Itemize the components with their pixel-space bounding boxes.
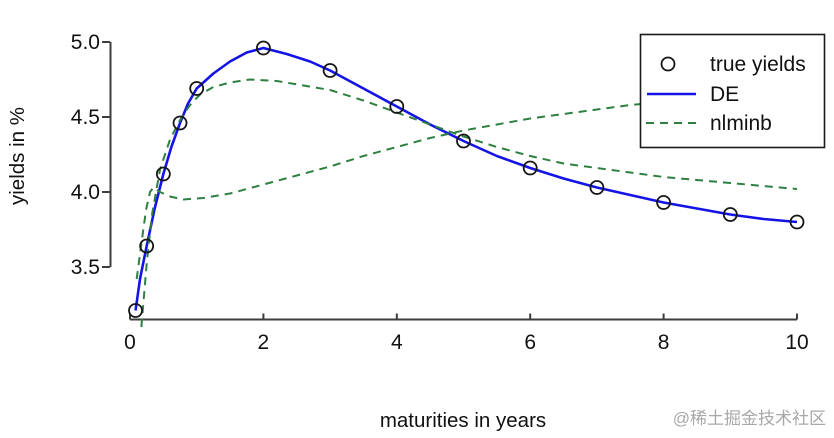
data-point-marker [128,303,143,318]
x-axis-title: maturities in years [380,409,546,432]
data-point-marker [189,81,205,96]
data-point-marker [255,40,271,56]
legend-label-nlminb: nlminb [710,112,772,135]
data-point-marker [139,238,155,254]
x-tick-label: 6 [524,331,536,354]
series-line-de [134,46,798,311]
y-tick-label: 5.0 [71,31,100,54]
y-tick-label: 4.5 [71,106,100,129]
legend-label-true-yields: true yields [710,53,806,76]
x-tick-label: 2 [258,331,270,354]
plot-series [128,40,805,328]
data-point-marker [522,160,538,176]
y-tick-label: 4.0 [71,181,100,204]
series-markers-true-yields [128,40,805,318]
y-tick-label: 3.5 [71,256,100,279]
data-point-marker [789,214,805,230]
data-point-marker [389,99,405,114]
x-tick-label: 0 [124,331,136,354]
data-point-marker [456,133,471,149]
data-point-marker [172,115,188,131]
x-tick-label: 4 [391,331,403,354]
data-point-marker [656,195,671,210]
data-point-marker [322,63,338,78]
legend-frame [639,33,826,149]
x-tick-label: 10 [785,331,808,354]
legend-label-de: DE [710,83,739,106]
data-point-marker [722,207,738,222]
watermark-text: @稀土掘金技术社区 [673,409,826,428]
axes: 0 2 4 6 8 10 3.5 4.0 4.5 5.0 [71,31,809,354]
legend-open-circle-icon [660,56,676,72]
legend-box: true yields DE nlminb [639,33,826,149]
series-line-nlminb [140,78,798,328]
x-tick-label: 8 [658,331,670,354]
data-point-marker [155,166,171,182]
y-axis-title: yields in % [6,107,29,205]
data-point-marker [589,180,605,195]
